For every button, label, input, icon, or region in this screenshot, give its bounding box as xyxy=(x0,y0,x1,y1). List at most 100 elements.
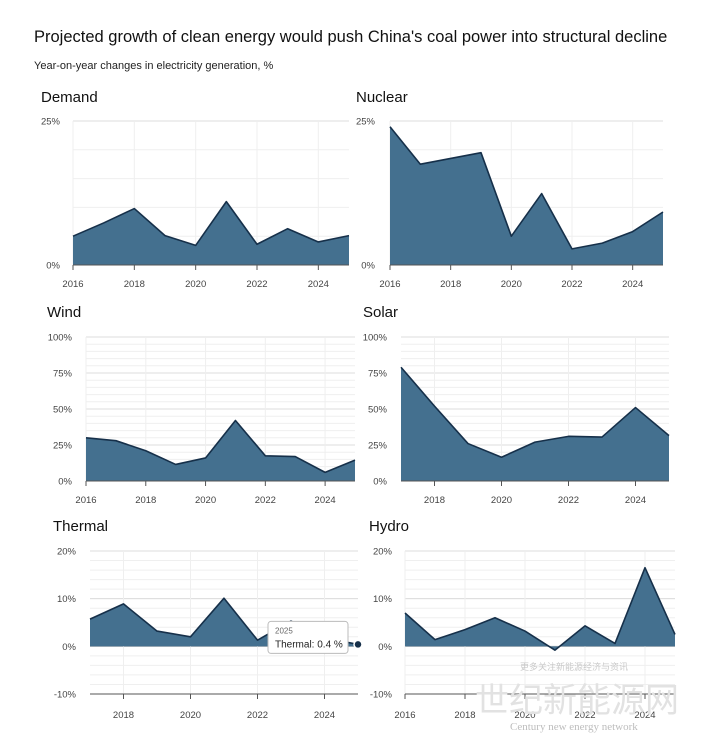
hydro-line xyxy=(404,566,676,651)
nuclear-data-point xyxy=(570,247,574,251)
solar-panel-title: Solar xyxy=(363,304,398,321)
hydro-data-point xyxy=(673,632,677,636)
watermark-caption: 更多关注新能源经济与资讯 xyxy=(520,661,628,672)
wind-y-tick-label: 100% xyxy=(48,333,73,344)
solar-data-point xyxy=(667,433,671,437)
wind-data-point xyxy=(173,462,177,466)
tooltip-value: Thermal: 0.4 % xyxy=(275,639,343,650)
hydro-data-point xyxy=(523,629,527,633)
solar-data-point xyxy=(633,405,637,409)
hydro-x-tick-label: 2022 xyxy=(574,710,595,721)
wind-y-tick-label: 75% xyxy=(53,369,73,380)
hydro-data-point xyxy=(403,611,407,615)
hydro-data-point xyxy=(463,627,467,631)
thermal-data-point xyxy=(188,635,192,639)
wind-data-point xyxy=(323,470,327,474)
wind-data-point xyxy=(263,454,267,458)
demand-y-tick-label: 25% xyxy=(41,117,61,128)
thermal-y-tick-label: 20% xyxy=(57,547,77,558)
thermal-x-tick-label: 2020 xyxy=(180,710,201,721)
chart-subtitle: Year-on-year changes in electricity gene… xyxy=(34,60,274,72)
nuclear-panel-title: Nuclear xyxy=(356,89,408,106)
hydro-y-tick-label: 10% xyxy=(373,594,393,605)
thermal-x-tick-label: 2018 xyxy=(113,710,134,721)
nuclear-data-point xyxy=(539,191,543,195)
thermal-y-tick-label: -10% xyxy=(54,690,77,701)
wind-data-point xyxy=(353,458,357,462)
thermal-x-tick-label: 2024 xyxy=(314,710,335,721)
hydro-x-tick-label: 2024 xyxy=(634,710,655,721)
thermal-data-point xyxy=(121,602,125,606)
demand-x-tick-label: 2018 xyxy=(124,279,145,290)
solar-data-point xyxy=(533,440,537,444)
hydro-data-point xyxy=(493,616,497,620)
demand-data-point xyxy=(316,240,320,244)
wind-panel-title: Wind xyxy=(47,304,81,321)
hydro-area xyxy=(405,567,675,651)
hydro-data-point xyxy=(613,641,617,645)
solar-y-tick-label: 75% xyxy=(368,369,388,380)
solar-data-point xyxy=(566,434,570,438)
nuclear-data-point xyxy=(661,210,665,214)
tooltip-box xyxy=(267,620,349,654)
solar-x-tick-label: 2022 xyxy=(558,495,579,506)
nuclear-x-tick-label: 2020 xyxy=(501,279,522,290)
wind-data-point xyxy=(114,438,118,442)
demand-x-tick-label: 2016 xyxy=(62,279,83,290)
solar-line xyxy=(400,366,670,459)
nuclear-x-tick-label: 2016 xyxy=(379,279,400,290)
thermal-y-tick-label: 10% xyxy=(57,594,77,605)
demand-x-tick-label: 2020 xyxy=(185,279,206,290)
nuclear-y-tick-label: 25% xyxy=(356,117,376,128)
hydro-x-tick-label: 2016 xyxy=(394,710,415,721)
demand-line xyxy=(72,200,350,247)
hydro-y-tick-label: 20% xyxy=(373,547,393,558)
thermal-hover-marker xyxy=(353,639,363,650)
solar-x-tick-label: 2020 xyxy=(491,495,512,506)
wind-y-tick-label: 0% xyxy=(58,477,72,488)
nuclear-data-point xyxy=(479,150,483,154)
nuclear-data-point xyxy=(509,234,513,238)
solar-y-tick-label: 25% xyxy=(368,441,388,452)
nuclear-data-point xyxy=(448,156,452,160)
solar-data-point xyxy=(499,455,503,459)
demand-data-point xyxy=(193,243,197,247)
nuclear-data-point xyxy=(418,162,422,166)
hydro-panel-title: Hydro xyxy=(369,518,409,535)
watermark-logo-text: 世纪新能源网 xyxy=(475,681,679,721)
wind-area xyxy=(86,420,355,481)
wind-data-point xyxy=(84,436,88,440)
solar-y-tick-label: 100% xyxy=(363,333,388,344)
hydro-y-tick-label: -10% xyxy=(370,690,393,701)
nuclear-data-point xyxy=(630,229,634,233)
demand-data-point xyxy=(163,233,167,237)
demand-data-point xyxy=(347,233,351,237)
thermal-data-point xyxy=(255,638,259,642)
nuclear-data-point xyxy=(600,241,604,245)
solar-area xyxy=(401,367,669,481)
nuclear-line xyxy=(389,126,664,250)
hydro-data-point xyxy=(553,648,557,652)
wind-x-tick-label: 2016 xyxy=(75,495,96,506)
hydro-y-tick-label: 0% xyxy=(378,642,392,653)
tooltip-year: 2025 xyxy=(275,626,293,635)
demand-data-point xyxy=(71,234,75,238)
wind-y-tick-label: 50% xyxy=(53,405,73,416)
wind-data-point xyxy=(144,449,148,453)
thermal-panel-title: Thermal xyxy=(53,518,108,535)
demand-data-point xyxy=(132,206,136,210)
wind-x-tick-label: 2024 xyxy=(315,495,336,506)
thermal-data-point xyxy=(222,596,226,600)
wind-x-tick-label: 2020 xyxy=(195,495,216,506)
demand-data-point xyxy=(101,221,105,225)
wind-data-point xyxy=(293,454,297,458)
nuclear-x-tick-label: 2024 xyxy=(622,279,643,290)
nuclear-data-point xyxy=(388,125,392,129)
solar-data-point xyxy=(600,435,604,439)
wind-y-tick-label: 25% xyxy=(53,441,73,452)
wind-x-tick-label: 2022 xyxy=(255,495,276,506)
demand-data-point xyxy=(285,227,289,231)
solar-data-point xyxy=(432,404,436,408)
demand-panel-title: Demand xyxy=(41,89,98,106)
hydro-data-point xyxy=(583,624,587,628)
